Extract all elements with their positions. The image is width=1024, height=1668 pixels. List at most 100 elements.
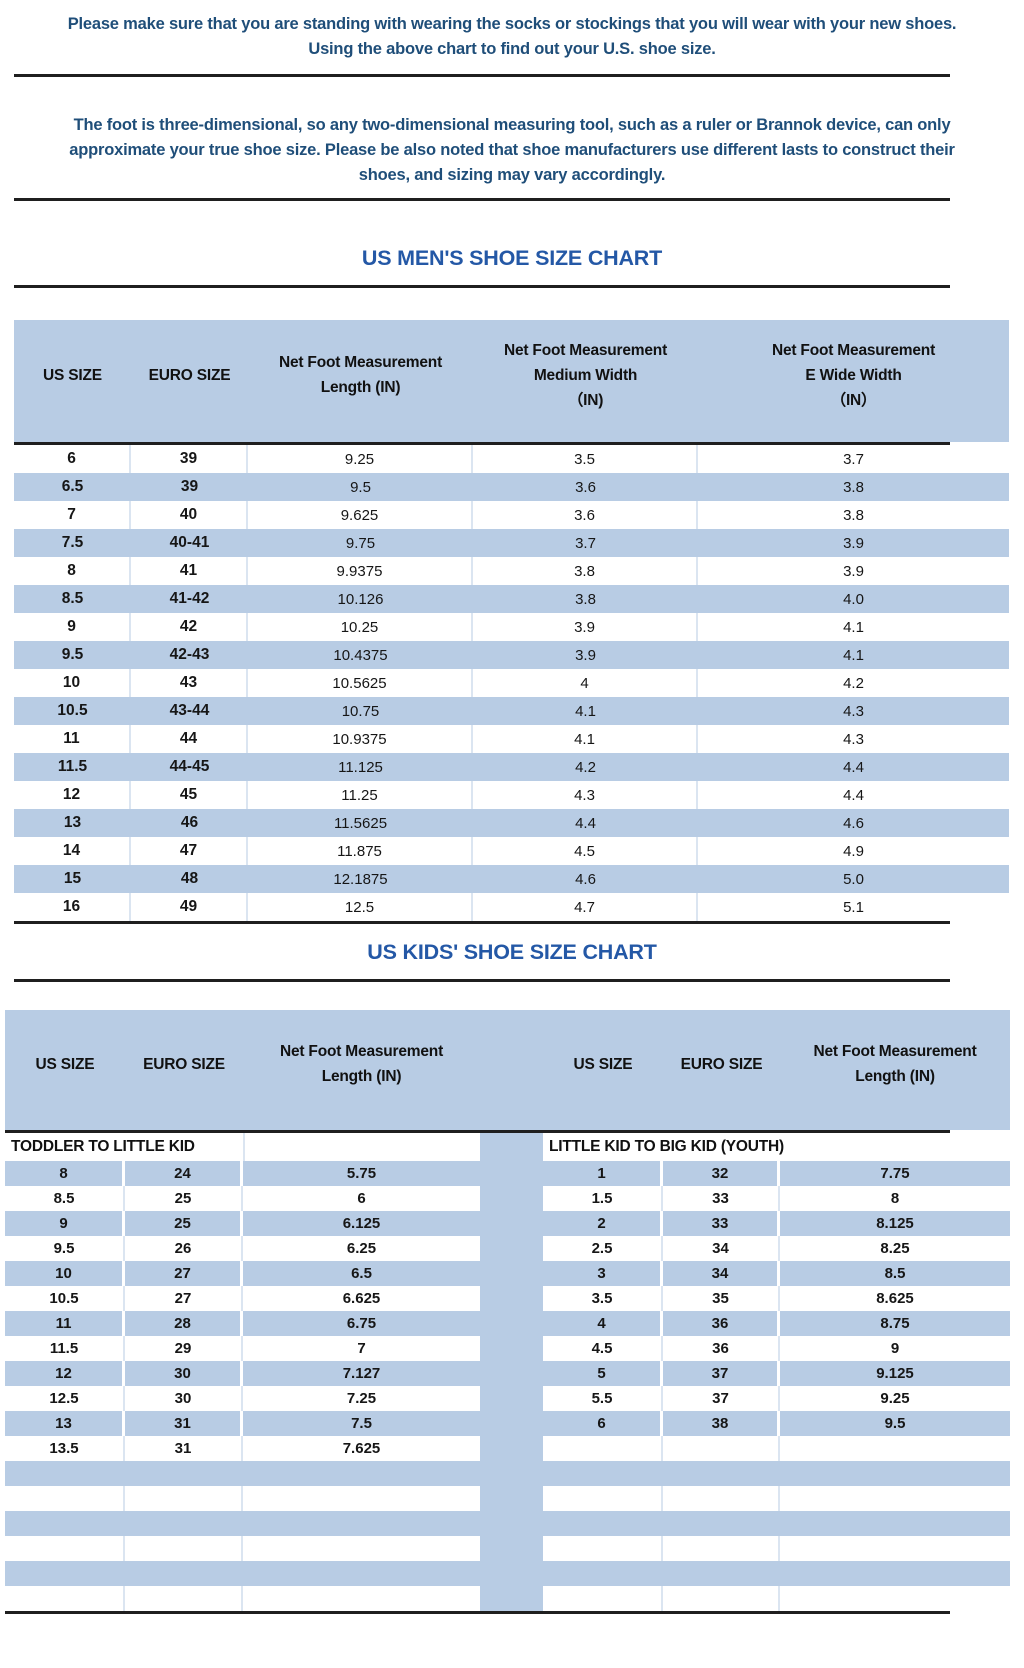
table-cell — [125, 1561, 243, 1586]
table-cell: 12.5 — [5, 1386, 125, 1411]
kids-table-row: 13.5 31 7.625 — [5, 1436, 1010, 1461]
table-cell: 5.75 — [243, 1161, 480, 1186]
mens-table-row: 13 46 11.5625 4.4 4.6 — [14, 809, 1009, 837]
table-cell: 13 — [63, 814, 82, 831]
separator-cell — [480, 1261, 543, 1286]
mens-table-row: 11.5 44-45 11.125 4.2 4.4 — [14, 753, 1009, 781]
table-bottom-divider — [14, 921, 950, 924]
table-cell: 10 — [14, 669, 131, 697]
table-cell: 6.5 — [61, 478, 84, 495]
table-cell: 5.0 — [843, 870, 864, 888]
note-line: shoes, and sizing may vary accordingly. — [358, 166, 666, 184]
table-cell: 42 — [131, 613, 248, 641]
mens-table-row: 6.5 39 9.5 3.6 3.8 — [14, 473, 1009, 501]
table-cell: 8.25 — [880, 1240, 910, 1257]
table-cell: 9 — [5, 1211, 125, 1236]
table-cell: 4.0 — [843, 590, 864, 608]
column-header-length: Net Foot Measurement Length (IN) — [780, 1010, 1010, 1130]
blank-cell — [243, 1133, 480, 1161]
table-cell — [243, 1461, 480, 1486]
table-cell: 39 — [131, 445, 248, 473]
header-line: Net Foot Measurement — [279, 1043, 444, 1060]
mens-table-row: 10 43 10.5625 4 4.2 — [14, 669, 1009, 697]
youth-group-label: LITTLE KID TO BIG KID (YOUTH) — [543, 1133, 1010, 1161]
table-cell: 47 — [131, 837, 248, 865]
table-cell — [780, 1511, 1010, 1536]
kids-table-row: 11.5 29 7 4.5 36 9 — [5, 1336, 1010, 1361]
table-cell: 15 — [63, 870, 82, 887]
table-cell: 8 — [14, 557, 131, 585]
table-cell: 10.9375 — [248, 725, 473, 753]
kids-table-row: 11 28 6.75 4 36 8.75 — [5, 1311, 1010, 1336]
kids-size-table: US SIZE EURO SIZE Net Foot Measurement L… — [5, 1010, 1010, 1614]
separator-cell — [480, 1361, 543, 1386]
table-cell — [663, 1511, 780, 1536]
kids-table-row — [5, 1561, 1010, 1586]
note-line: Using the above chart to find out your U… — [308, 40, 716, 58]
kids-table-row — [5, 1511, 1010, 1536]
table-cell: 4.2 — [575, 758, 596, 776]
table-cell: 4.1 — [473, 725, 698, 753]
header-line: EURO SIZE — [143, 1055, 225, 1073]
kids-table-row: 12 30 7.127 5 37 9.125 — [5, 1361, 1010, 1386]
table-cell: 9.75 — [345, 534, 376, 552]
note-measurement-disclaimer: The foot is three-dimensional, so any tw… — [0, 113, 1024, 188]
table-cell — [5, 1586, 125, 1611]
table-cell — [125, 1511, 243, 1536]
kids-table-row: 9 25 6.125 2 33 8.125 — [5, 1211, 1010, 1236]
note-socks: Please make sure that you are standing w… — [0, 12, 1024, 62]
header-line: （IN） — [830, 391, 877, 409]
table-cell: 12 — [5, 1361, 125, 1386]
table-cell — [243, 1586, 480, 1611]
kids-group-label-row: TODDLER TO LITTLE KID LITTLE KID TO BIG … — [5, 1133, 1010, 1161]
table-cell: 7 — [357, 1340, 366, 1357]
table-cell: 31 — [125, 1411, 243, 1436]
table-cell — [780, 1561, 1010, 1586]
table-cell: 4 — [473, 669, 698, 697]
table-cell: 9.5 — [780, 1411, 1010, 1436]
mens-table-row: 9.5 42-43 10.4375 3.9 4.1 — [14, 641, 1009, 669]
table-cell — [663, 1461, 780, 1486]
table-cell: 10.75 — [341, 702, 380, 720]
table-cell — [780, 1536, 1010, 1561]
kids-chart-title: US KIDS' SHOE SIZE CHART — [367, 940, 657, 964]
table-cell — [5, 1536, 125, 1561]
separator-cell — [480, 1236, 543, 1261]
table-cell: 12.5 — [248, 893, 473, 921]
table-cell: 16 — [14, 893, 131, 921]
table-cell — [243, 1486, 480, 1511]
divider — [14, 198, 950, 201]
table-cell: 41-42 — [169, 590, 210, 607]
table-cell: 4.9 — [843, 842, 864, 860]
table-cell — [125, 1536, 243, 1561]
header-line: （IN) — [567, 391, 604, 409]
kids-table-header: US SIZE EURO SIZE Net Foot Measurement L… — [5, 1010, 1010, 1130]
column-header-euro-size: EURO SIZE — [131, 320, 248, 442]
table-cell: 49 — [131, 893, 248, 921]
table-cell — [780, 1486, 1010, 1511]
note-line: The foot is three-dimensional, so any tw… — [73, 116, 951, 134]
table-cell — [125, 1461, 243, 1486]
table-cell: 33 — [663, 1211, 780, 1236]
table-cell — [663, 1536, 780, 1561]
mens-table-row: 6 39 9.25 3.5 3.7 — [14, 445, 1009, 473]
mens-chart-title: US MEN'S SHOE SIZE CHART — [361, 246, 663, 270]
table-cell — [543, 1511, 663, 1536]
table-cell: 3.5 — [473, 445, 698, 473]
column-header-us-size: US SIZE — [543, 1010, 663, 1130]
table-cell: 1 — [543, 1161, 663, 1186]
mens-table-header: US SIZE EURO SIZE Net Foot Measurement L… — [14, 320, 1009, 442]
table-cell: 33 — [663, 1186, 780, 1211]
column-header-medium-width: Net Foot Measurement Medium Width （IN) — [473, 320, 698, 442]
table-cell: 5.1 — [843, 898, 864, 916]
table-cell: 4.2 — [843, 674, 864, 692]
header-line: E Wide Width — [805, 366, 902, 384]
mens-table-body: 6 39 9.25 3.5 3.7 6.5 39 9.5 3.6 3.8 7 40 9.625 3.6 3.… — [14, 445, 1009, 921]
separator-cell — [480, 1186, 543, 1211]
table-cell: 38 — [663, 1411, 780, 1436]
table-cell: 43 — [131, 669, 248, 697]
header-line: Net Foot Measurement — [278, 354, 443, 371]
table-cell — [543, 1536, 663, 1561]
table-cell — [125, 1486, 243, 1511]
column-header-euro-size: EURO SIZE — [125, 1010, 243, 1130]
